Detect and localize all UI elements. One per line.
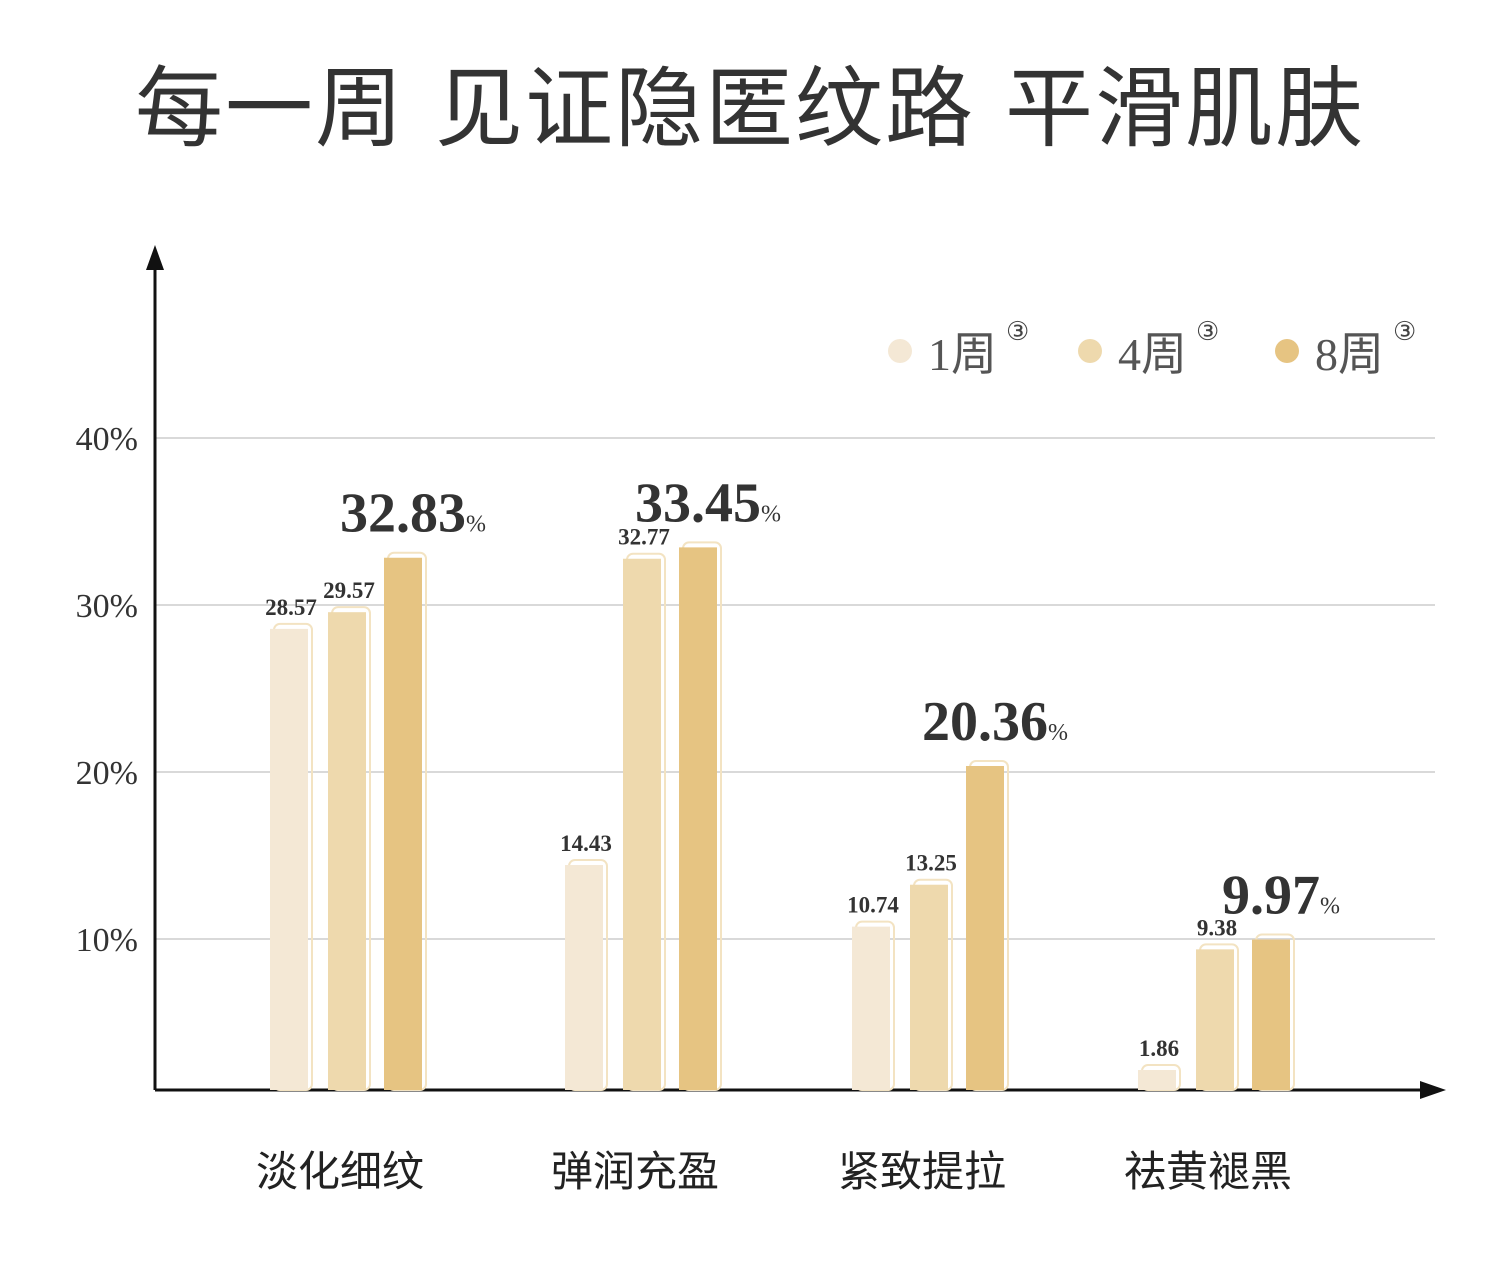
legend-swatch-icon xyxy=(1275,339,1299,363)
bar-8周 xyxy=(1252,939,1290,1090)
x-tick-label: 淡化细纹 xyxy=(256,1147,424,1196)
bar-4周 xyxy=(328,612,366,1090)
chart-title: 每一周 见证隐匿纹路 平滑肌肤 xyxy=(135,57,1365,160)
x-axis-arrow-icon xyxy=(1420,1081,1446,1099)
highlight-data-label: 9.97% xyxy=(1222,865,1340,927)
percent-unit: % xyxy=(466,512,486,538)
legend-label: 4周 xyxy=(1118,329,1187,380)
y-tick-label: 40% xyxy=(76,421,138,458)
highlight-data-label: 33.45% xyxy=(635,472,781,534)
data-label: 32.77 xyxy=(618,525,670,550)
data-label: 9.38 xyxy=(1197,915,1237,940)
percent-unit: % xyxy=(1048,720,1068,746)
data-label: 10.74 xyxy=(847,893,899,918)
data-label: 1.86 xyxy=(1139,1036,1179,1061)
x-tick-label: 弹润充盈 xyxy=(551,1147,719,1196)
y-tick-label: 20% xyxy=(76,755,138,792)
percent-unit: % xyxy=(1320,894,1340,920)
y-tick-label: 10% xyxy=(76,922,138,959)
bar-8周 xyxy=(679,547,717,1090)
bar-1周 xyxy=(565,865,603,1090)
highlight-data-label: 20.36% xyxy=(922,691,1068,753)
bar-8周 xyxy=(966,765,1004,1090)
x-tick-label: 祛黄褪黑 xyxy=(1124,1147,1292,1196)
legend-label: 8周 xyxy=(1315,329,1384,380)
data-label: 28.57 xyxy=(265,595,317,620)
bar-8周 xyxy=(384,557,422,1090)
bar-4周 xyxy=(1196,949,1234,1090)
legend-superscript: ③ xyxy=(1196,317,1219,347)
y-axis-arrow-icon xyxy=(146,245,164,270)
data-label: 13.25 xyxy=(905,851,957,876)
y-tick-label: 30% xyxy=(76,588,138,625)
bar-1周 xyxy=(852,926,890,1090)
bar-4周 xyxy=(910,884,948,1090)
legend-swatch-icon xyxy=(1078,339,1102,363)
bar-1周 xyxy=(1138,1070,1176,1090)
legend-superscript: ③ xyxy=(1393,317,1416,347)
bar-1周 xyxy=(270,628,308,1090)
legend-label: 1周 xyxy=(928,329,997,380)
legend-superscript: ③ xyxy=(1006,317,1029,347)
percent-unit: % xyxy=(761,501,781,527)
x-tick-label: 紧致提拉 xyxy=(838,1147,1006,1196)
data-label: 29.57 xyxy=(323,578,375,603)
data-label: 14.43 xyxy=(560,831,612,856)
highlight-data-label: 32.83% xyxy=(340,483,486,545)
bar-4周 xyxy=(623,558,661,1090)
legend-swatch-icon xyxy=(888,339,912,363)
